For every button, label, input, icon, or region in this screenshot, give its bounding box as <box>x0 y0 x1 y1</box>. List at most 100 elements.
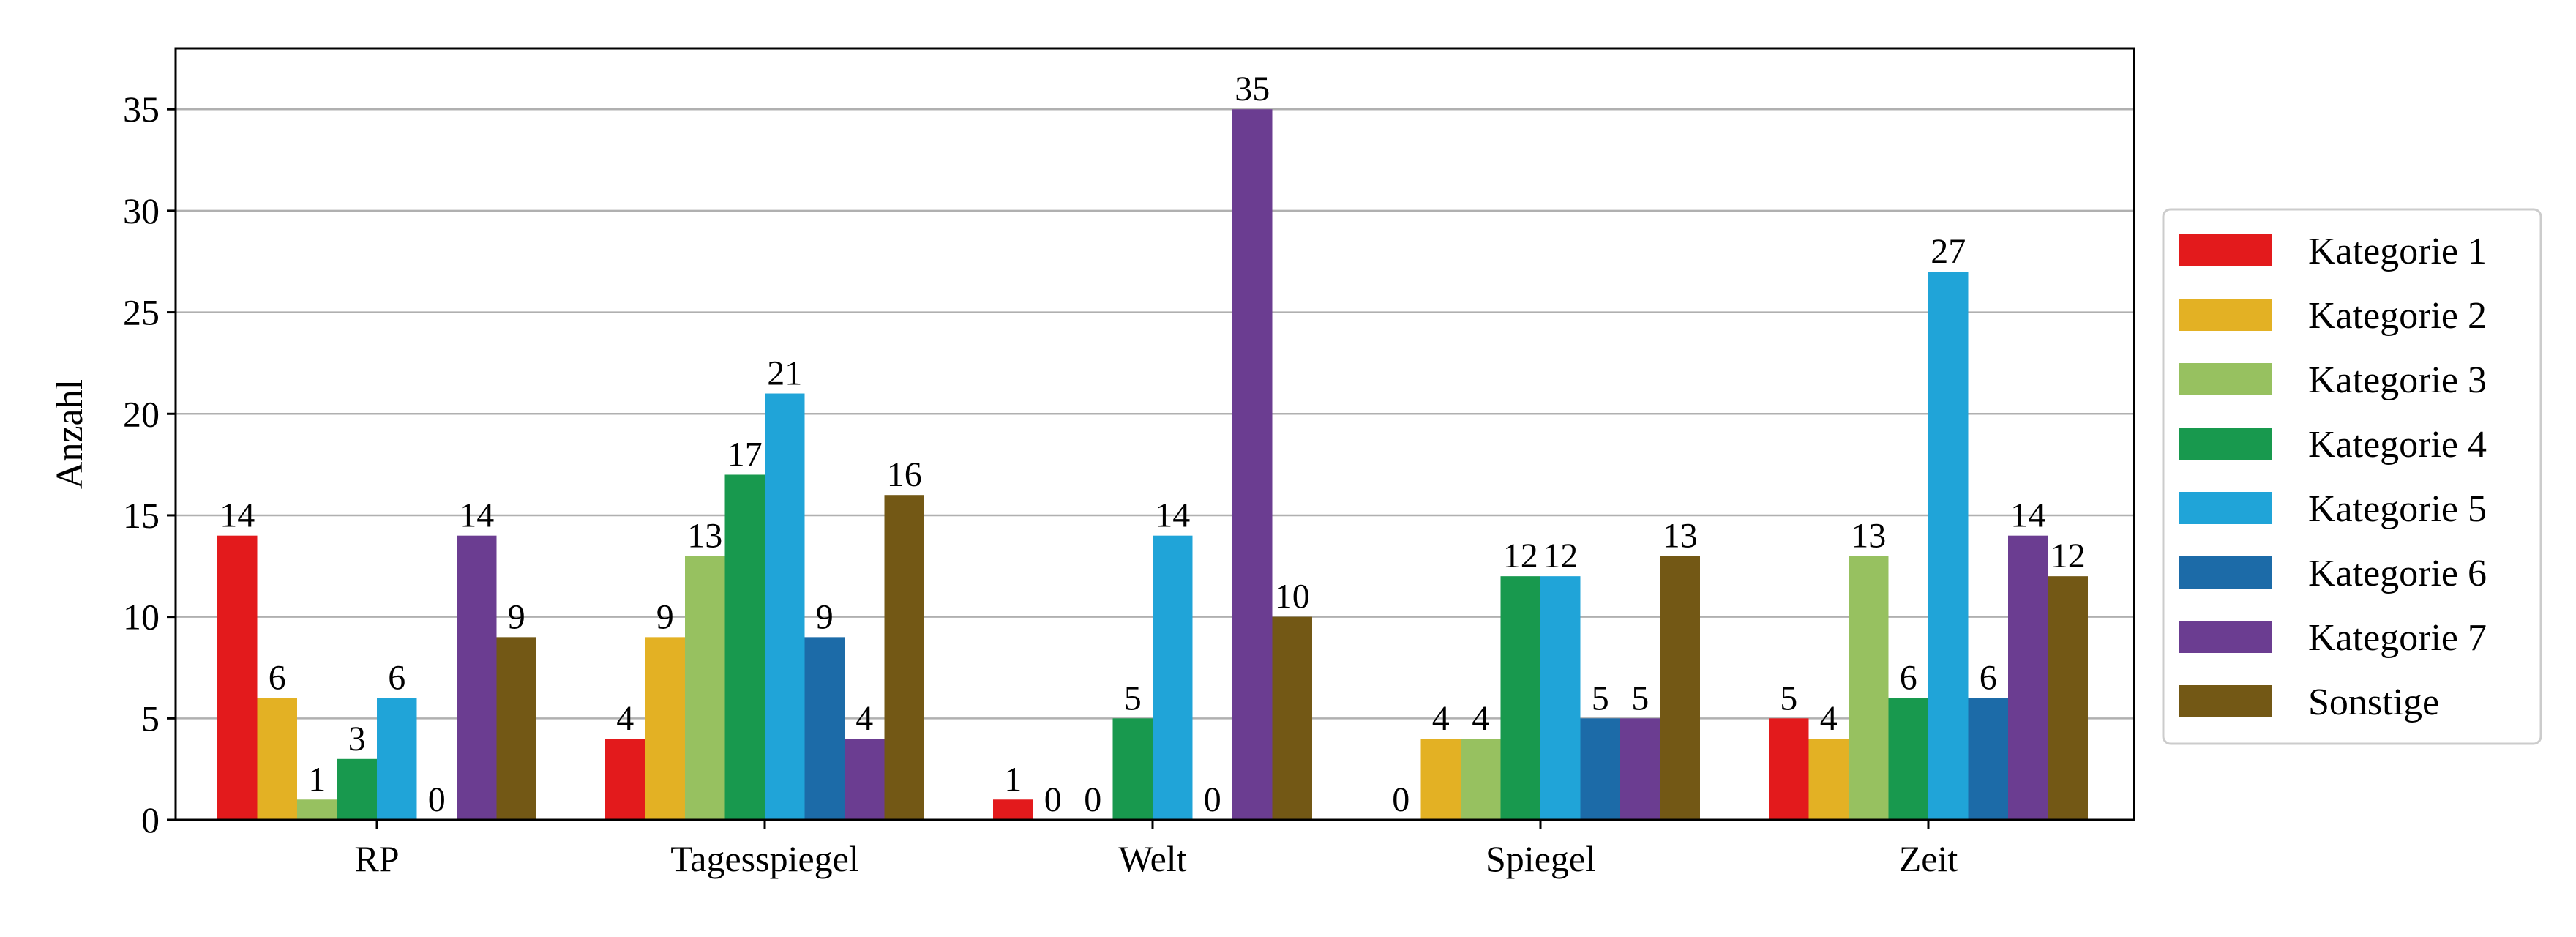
legend-swatch <box>2179 685 2272 717</box>
bar-kategorie-2-tagesspiegel <box>645 637 685 820</box>
bar-kategorie-2-zeit <box>1808 739 1849 820</box>
bar-kategorie-2-spiegel <box>1420 739 1461 820</box>
bar-kategorie-3-zeit <box>1849 556 1889 820</box>
bar-value-label: 1 <box>1004 760 1022 799</box>
bar-value-label: 6 <box>1980 659 1997 698</box>
bar-kategorie-1-rp <box>217 535 258 820</box>
bar-kategorie-6-tagesspiegel <box>804 637 845 820</box>
bar-value-label: 0 <box>1044 780 1062 819</box>
bar-kategorie-1-welt <box>993 799 1033 820</box>
legend-label: Kategorie 1 <box>2308 231 2487 272</box>
bar-sonstige-rp <box>496 637 536 820</box>
bar-kategorie-5-welt <box>1153 535 1193 820</box>
bar-kategorie-4-rp <box>337 758 377 820</box>
bar-value-label: 0 <box>1084 780 1101 819</box>
y-tick-label: 5 <box>141 698 160 739</box>
bar-value-label: 12 <box>2051 537 2086 575</box>
bar-sonstige-zeit <box>2048 576 2088 820</box>
bar-value-label: 27 <box>1931 232 1966 271</box>
x-tick-label: Welt <box>1118 838 1186 879</box>
bar-kategorie-1-zeit <box>1769 718 1809 820</box>
bar-value-label: 16 <box>887 455 922 494</box>
bar-sonstige-spiegel <box>1660 556 1700 820</box>
bar-kategorie-5-tagesspiegel <box>765 393 805 820</box>
bar-value-label: 9 <box>816 597 834 636</box>
legend-swatch <box>2179 621 2272 653</box>
bar-value-label: 0 <box>1392 780 1409 819</box>
legend-box <box>2162 208 2542 745</box>
bar-value-label: 6 <box>269 659 286 698</box>
legend-label: Kategorie 3 <box>2308 359 2487 401</box>
bar-value-label: 5 <box>1631 679 1649 717</box>
y-tick-label: 25 <box>123 292 160 333</box>
bar-value-label: 0 <box>428 780 446 819</box>
bar-value-label: 10 <box>1275 578 1310 616</box>
bar-kategorie-3-tagesspiegel <box>685 556 725 820</box>
y-tick-label: 30 <box>123 190 160 231</box>
bar-value-label: 4 <box>1432 699 1450 738</box>
legend-swatch <box>2179 234 2272 266</box>
legend-swatch <box>2179 363 2272 395</box>
y-axis: 0 5 10 15 20 25 30 35 <box>123 89 176 840</box>
bar-sonstige-tagesspiegel <box>884 495 924 820</box>
bar-value-label: 9 <box>656 597 674 636</box>
y-axis-title: Anzahl <box>49 379 91 489</box>
bar-kategorie-5-spiegel <box>1540 576 1581 820</box>
bar-kategorie-7-tagesspiegel <box>845 739 885 820</box>
bar-kategorie-6-zeit <box>1968 698 2008 820</box>
x-tick-label: Spiegel <box>1486 838 1595 879</box>
bar-sonstige-welt <box>1272 616 1312 820</box>
bar-value-label: 14 <box>2010 496 2045 535</box>
y-tick-label: 35 <box>123 89 160 130</box>
bar-value-label: 21 <box>767 354 802 393</box>
legend: Kategorie 1 Kategorie 2 Kategorie 3 Kategor… <box>2162 208 2542 745</box>
y-tick-label: 20 <box>123 393 160 434</box>
bar-value-label: 14 <box>459 496 494 535</box>
legend-label: Sonstige <box>2308 682 2439 723</box>
bar-kategorie-6-spiegel <box>1580 718 1620 820</box>
bar-kategorie-4-welt <box>1112 718 1153 820</box>
bar-value-label: 35 <box>1235 70 1270 108</box>
bar-value-label: 6 <box>1900 659 1917 698</box>
bar-value-label: 17 <box>727 435 763 474</box>
y-tick-label: 15 <box>123 495 160 536</box>
bar-kategorie-7-welt <box>1232 109 1273 821</box>
legend-label: Kategorie 7 <box>2308 617 2487 659</box>
x-tick-label: Tagesspiegel <box>670 838 859 879</box>
bar-value-label: 4 <box>1820 699 1838 738</box>
legend-swatch <box>2179 299 2272 331</box>
bar-kategorie-5-rp <box>377 698 417 820</box>
bar-kategorie-2-rp <box>257 698 297 820</box>
bar-value-label: 13 <box>1851 516 1886 555</box>
plot-frame <box>174 47 2135 821</box>
bar-value-label: 12 <box>1543 537 1578 575</box>
bar-value-label: 4 <box>616 699 634 738</box>
bar-value-label: 4 <box>855 699 873 738</box>
x-tick-label: Zeit <box>1899 838 1958 879</box>
x-axis: RP Tagesspiegel Welt Spiegel Zeit <box>354 820 1958 879</box>
bars <box>217 109 2088 821</box>
legend-label: Kategorie 6 <box>2308 553 2487 594</box>
bar-value-label: 12 <box>1503 537 1538 575</box>
bar-value-label: 9 <box>508 597 525 636</box>
bar-value-label: 3 <box>348 720 366 758</box>
bar-kategorie-4-spiegel <box>1500 576 1540 820</box>
legend-swatch <box>2179 492 2272 524</box>
bar-kategorie-7-rp <box>457 535 497 820</box>
y-tick-label: 10 <box>123 597 160 638</box>
grid-lines <box>176 108 2134 720</box>
bar-value-label: 1 <box>308 760 326 799</box>
bar-value-label: 5 <box>1592 679 1609 717</box>
legend-label: Kategorie 2 <box>2308 295 2487 337</box>
bar-value-label: 6 <box>388 659 405 698</box>
bar-kategorie-4-tagesspiegel <box>724 474 765 820</box>
legend-label: Kategorie 5 <box>2308 488 2487 530</box>
x-tick-label: RP <box>354 838 399 879</box>
bar-kategorie-7-zeit <box>2008 535 2048 820</box>
bar-value-label: 5 <box>1124 679 1142 717</box>
bar-value-label: 14 <box>220 496 255 535</box>
bar-value-label: 13 <box>687 516 722 555</box>
bar-value-label: 13 <box>1663 516 1698 555</box>
